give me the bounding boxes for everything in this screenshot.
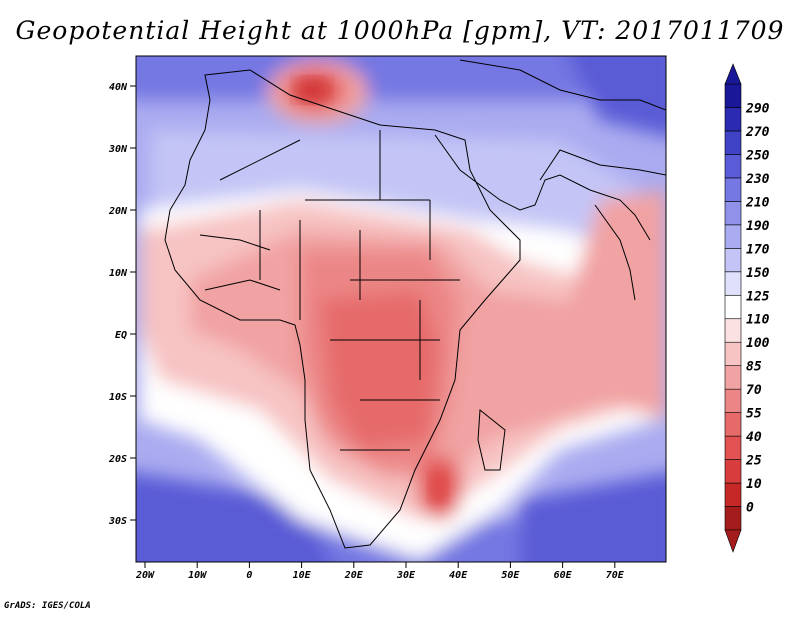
lon-label: 10W	[188, 570, 207, 581]
lon-label: 40E	[449, 570, 468, 581]
colorbar-label: 40	[746, 430, 762, 445]
colorbar-swatch	[724, 130, 742, 155]
lon-label: 60E	[554, 570, 573, 581]
lat-label: 30S	[108, 516, 127, 527]
lon-label: 10E	[293, 570, 312, 581]
height-field	[136, 56, 666, 562]
colorbar-swatch	[724, 435, 742, 460]
colorbar-swatch	[724, 248, 742, 273]
colorbar-swatch	[724, 412, 742, 437]
colorbar-swatch	[724, 271, 742, 296]
colorbar-swatch	[724, 482, 742, 507]
colorbar-label: 190	[746, 219, 770, 234]
lat-label: 40N	[109, 82, 128, 93]
colorbar-label: 125	[746, 289, 770, 304]
colorbar-swatch	[724, 318, 742, 343]
colorbar-label: 10	[746, 477, 762, 492]
colorbar-swatch	[724, 177, 742, 202]
colorbar-label: 250	[745, 148, 770, 163]
lat-label: 10S	[109, 392, 127, 403]
map-figure: 40N 30N 20N 10N EQ 10S 20S 30S 20W 10W 0 10E 20E 30E…	[108, 55, 770, 581]
coastlines	[164, 59, 666, 549]
colorbar-label: 100	[746, 336, 770, 351]
colorbar-swatch	[724, 294, 742, 320]
longitude-axis: 20W 10W 0 10E 20E 30E 40E 50E 60E 70E	[135, 562, 625, 581]
lon-label: 0	[246, 570, 252, 581]
lat-label: 10N	[109, 268, 128, 279]
lon-label: 50E	[501, 570, 520, 581]
lon-label: 30E	[396, 570, 416, 581]
plot-frame	[135, 55, 667, 563]
colorbar-label: 230	[745, 172, 770, 187]
colorbar-swatch	[724, 341, 742, 366]
colorbar-swatch	[724, 154, 742, 179]
colorbar-label: 0	[746, 501, 754, 516]
colorbar-label: 85	[746, 360, 762, 375]
colorbar-swatch	[724, 459, 742, 484]
colorbar-bottom-arrow	[724, 529, 742, 553]
colorbar-swatch	[724, 107, 742, 132]
lon-label: 20W	[135, 570, 155, 581]
lat-label: 20N	[108, 206, 128, 217]
colorbar-swatch	[724, 224, 742, 249]
map-title: Geopotential Height at 1000hPa [gpm], VT…	[15, 16, 785, 45]
colorbar-label: 150	[746, 266, 770, 281]
colorbar: 0 10 25 40 55 70 85 100 110 125 150 170 190 210 230 250…	[724, 63, 770, 553]
colorbar-top-arrow	[724, 63, 742, 85]
colorbar-label: 55	[746, 407, 762, 422]
colorbar-label: 290	[745, 101, 770, 116]
lon-label: 20E	[344, 570, 364, 581]
colorbar-swatch	[724, 388, 742, 413]
colorbar-label: 25	[745, 454, 762, 469]
colorbar-swatch	[724, 83, 742, 108]
lon-label: 70E	[606, 570, 625, 581]
latitude-axis: 40N 30N 20N 10N EQ 10S 20S 30S	[108, 82, 136, 527]
colorbar-swatch	[724, 506, 742, 531]
colorbar-label: 110	[746, 313, 770, 328]
lat-label: EQ	[115, 330, 127, 341]
colorbar-label: 210	[745, 195, 770, 210]
lat-label: 30N	[108, 144, 128, 155]
colorbar-swatch	[724, 365, 742, 390]
colorbar-label: 170	[746, 242, 770, 257]
colorbar-swatch	[724, 201, 742, 226]
colorbar-label: 270	[745, 125, 770, 140]
lat-label: 20S	[108, 454, 127, 465]
colorbar-label: 70	[746, 383, 762, 398]
grads-credit: GrADS: IGES/COLA	[4, 601, 91, 611]
